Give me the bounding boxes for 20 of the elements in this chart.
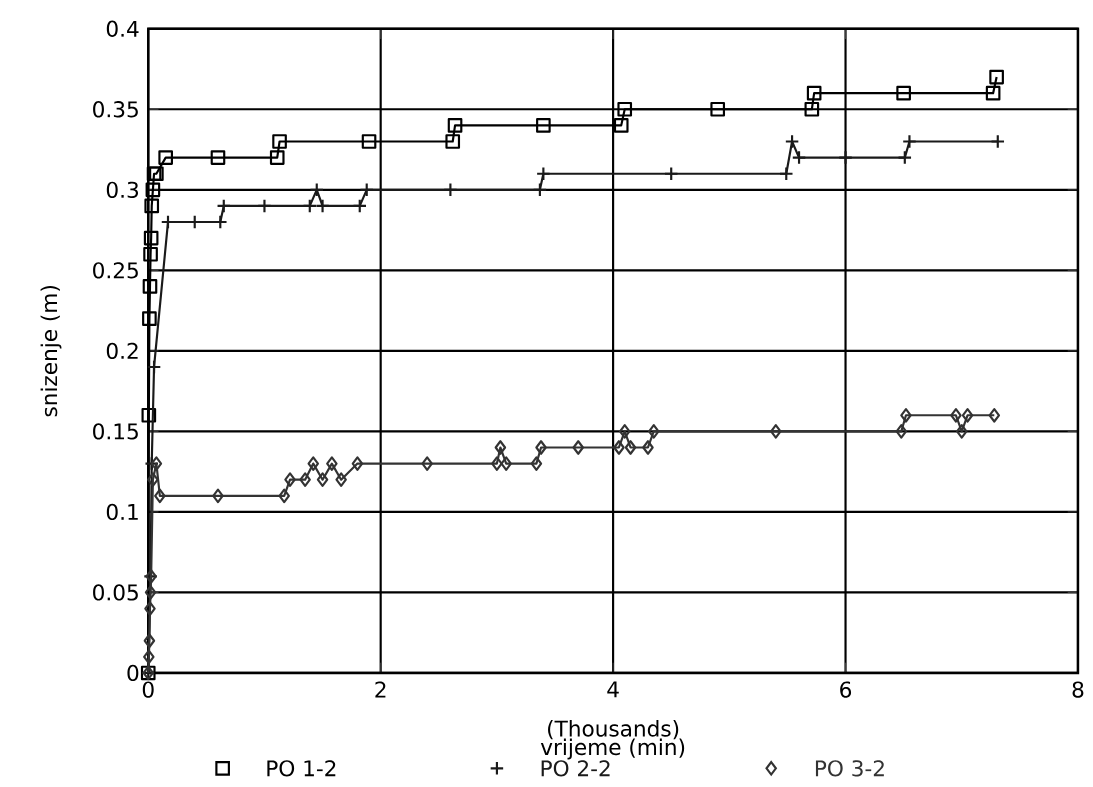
legend-label: PO 1-2 [267, 760, 336, 777]
x-tick-label: 8 [1072, 681, 1084, 698]
x-tick-label: 2 [375, 681, 386, 698]
legend-label: PO 3-2 [815, 760, 884, 777]
legend-label: PO 2-2 [541, 760, 610, 777]
y-tick-label: 0 [127, 664, 139, 682]
y-tick-label: 0.1 [106, 503, 138, 521]
x-tick-label: 0 [142, 681, 154, 698]
y-tick-label: 0.2 [106, 342, 138, 360]
y-tick-label: 0.35 [93, 101, 138, 118]
x-tick-label: 6 [840, 681, 852, 698]
x-tick-label: 4 [607, 681, 619, 698]
y-tick-label: 0.15 [93, 423, 138, 440]
text: (Thousands) [548, 719, 679, 740]
y-tick-label: 0.25 [93, 262, 138, 279]
y-tick-label: 0.4 [106, 20, 139, 37]
y-axis-title: snizenje (m) [40, 286, 62, 417]
x-axis-title: vrijeme (min) [540, 738, 685, 760]
y-tick-label: 0.3 [106, 181, 139, 198]
y-tick-label: 0.05 [93, 584, 138, 601]
